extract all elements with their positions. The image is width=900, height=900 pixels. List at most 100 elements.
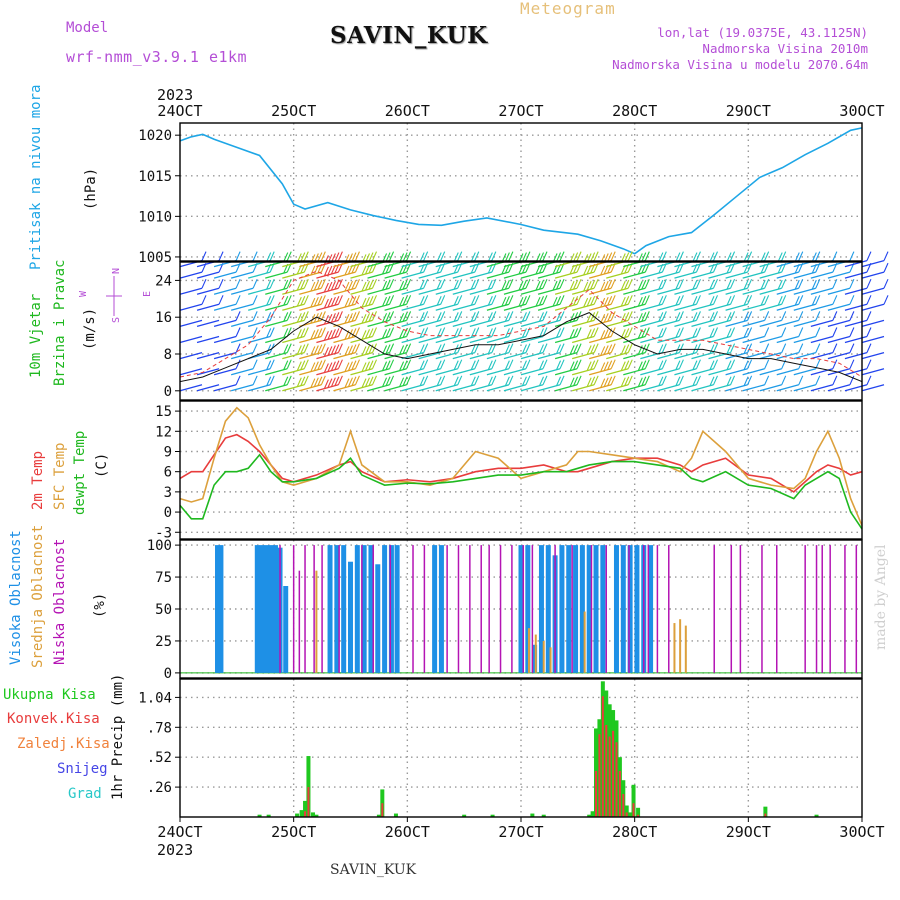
wind-barb-flag xyxy=(600,314,606,324)
wind-barb-flag xyxy=(866,295,872,305)
wind-barb-flag xyxy=(423,375,429,386)
wind-barb xyxy=(827,303,851,311)
wind-barb-flag xyxy=(603,313,609,323)
wind-barb-flag xyxy=(675,279,681,290)
wind-barb xyxy=(486,303,510,311)
wind-barb xyxy=(418,287,441,295)
wind-barb-flag xyxy=(347,329,353,339)
wind-barb-flag xyxy=(627,327,633,337)
wind-barb-flag xyxy=(382,264,388,275)
low-cloud-bar xyxy=(571,545,573,673)
wind-barb-flag xyxy=(641,252,647,262)
wind-barb-flag xyxy=(743,312,749,322)
wind-barb xyxy=(350,271,373,279)
y-tick-label: 1020 xyxy=(138,128,172,144)
wind-barb-flag xyxy=(747,311,753,321)
wind-barb-flag xyxy=(382,377,388,387)
wind-barb-flag xyxy=(712,375,719,386)
wind-barb-flag xyxy=(815,278,821,289)
elevation-info: Nadmorska Visina 2010m xyxy=(702,41,868,56)
wind-barb-flag xyxy=(569,329,575,339)
wind-barb xyxy=(861,259,885,268)
wind-barb-flag xyxy=(781,251,787,261)
wind-barb xyxy=(401,368,424,376)
wind-barb-flag xyxy=(624,360,630,370)
wind-barb xyxy=(725,335,748,344)
wind-barb xyxy=(537,319,561,328)
wind-barb-flag xyxy=(815,327,821,337)
wind-barb xyxy=(708,259,731,268)
wind-barb xyxy=(299,351,322,360)
wind-barb-flag xyxy=(593,359,599,369)
wind-barb xyxy=(435,319,458,328)
wind-barb xyxy=(486,287,510,295)
wind-barb xyxy=(725,319,748,328)
wind-barb-flag xyxy=(730,295,736,305)
wind-barb-flag xyxy=(457,295,463,305)
wind-barb-flag xyxy=(675,376,681,386)
wind-barb-flag xyxy=(440,295,446,305)
wind-barb xyxy=(452,271,475,279)
wind-barb xyxy=(316,335,339,344)
wind-barb-flag xyxy=(620,361,626,371)
low-cloud-bar xyxy=(488,545,490,673)
wind-barb-flag xyxy=(569,296,575,307)
wind-barb-flag xyxy=(726,328,732,338)
wind-barb-flag xyxy=(419,328,425,338)
wind-barb-flag xyxy=(590,279,596,290)
time-tick-label-top: 29OCT xyxy=(726,102,771,120)
wind-barb-flag xyxy=(525,278,531,289)
wind-barb-flag xyxy=(440,327,446,337)
high-cloud-bar xyxy=(382,545,388,673)
wind-barb-flag xyxy=(296,361,302,371)
wind-barb-flag xyxy=(627,262,633,273)
wind-barb-flag xyxy=(323,379,329,389)
wind-barb-flag xyxy=(586,296,592,307)
wind-barb xyxy=(350,303,373,311)
wind-barb-flag xyxy=(453,279,459,290)
high-cloud-bar xyxy=(283,586,289,673)
wind-barb-flag xyxy=(474,327,480,337)
wind-barb-flag xyxy=(385,328,391,338)
wind-barb xyxy=(759,303,782,311)
wind-barb xyxy=(844,287,868,295)
high-cloud-bar xyxy=(438,545,444,673)
wind-barb xyxy=(384,259,407,268)
wind-barb-flag xyxy=(283,296,289,306)
high-cloud-bar xyxy=(218,545,224,673)
wind-barb-flag xyxy=(709,279,715,290)
wind-barb xyxy=(520,351,544,360)
wind-barb-flag xyxy=(283,344,289,354)
wind-barb-flag xyxy=(590,296,596,306)
wind-barb xyxy=(282,271,305,279)
wind-barb xyxy=(725,259,748,268)
wind-barb xyxy=(350,335,373,344)
conv-precip-bar xyxy=(764,813,767,817)
wind-barb-flag xyxy=(712,327,719,337)
wind-barb-flag xyxy=(487,279,493,290)
wind-barb xyxy=(196,351,220,360)
wind-barb-flag xyxy=(323,363,329,373)
wind-barb-flag xyxy=(695,278,701,289)
wind-barb-flag xyxy=(337,343,343,353)
time-tick-label-bottom: 24OCT xyxy=(157,823,202,841)
pressure-panel-frame xyxy=(179,122,863,262)
wind-barb-flag xyxy=(323,282,329,293)
wind-barb-flag xyxy=(453,360,459,370)
wind-barb-flag xyxy=(538,344,545,354)
wind-barb-flag xyxy=(317,376,323,386)
wind-barb xyxy=(401,384,424,392)
wind-barb-flag xyxy=(764,295,770,305)
wind-barb-flag xyxy=(798,278,804,289)
wind-barb-flag xyxy=(382,296,388,307)
wind-barb-flag xyxy=(286,295,292,305)
wind-barb-flag xyxy=(344,254,350,264)
wind-barb-flag xyxy=(607,344,613,354)
wind-barb xyxy=(537,368,561,376)
mid-cloud-bar xyxy=(673,623,676,673)
low-cloud-bar xyxy=(713,545,715,673)
wind-barb-flag xyxy=(371,251,378,261)
wind-barb xyxy=(708,287,731,295)
wind-barb-flag xyxy=(593,343,599,353)
wind-barb-flag xyxy=(798,262,804,273)
